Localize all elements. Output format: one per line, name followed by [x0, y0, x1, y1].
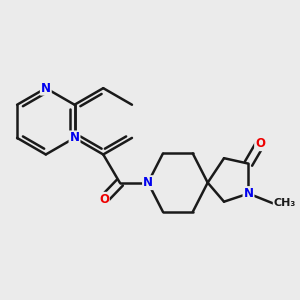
Text: N: N: [41, 82, 51, 95]
Text: O: O: [99, 193, 109, 206]
Text: N: N: [70, 131, 80, 144]
Text: N: N: [244, 187, 254, 200]
Text: O: O: [255, 137, 265, 150]
Text: CH₃: CH₃: [273, 199, 296, 208]
Text: N: N: [143, 176, 153, 189]
